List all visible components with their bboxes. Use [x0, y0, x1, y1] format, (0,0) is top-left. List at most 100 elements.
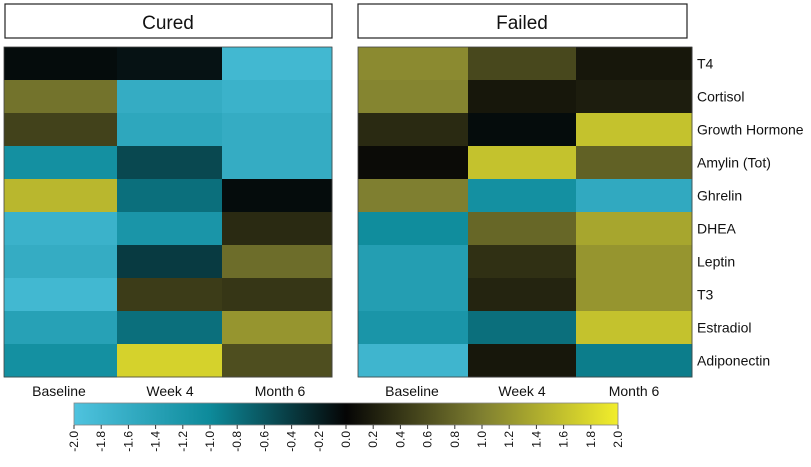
heatmap-cell	[358, 278, 469, 312]
heatmap-cell	[4, 146, 118, 180]
column-label: Week 4	[498, 383, 545, 399]
colorbar-ticks: -2.0 -1.8 -1.6 -1.4 -1.2 -1.0 -0.8 -0.6 -0.4 -0.2…	[67, 425, 625, 452]
colorbar-tick-label: 1.0	[475, 431, 489, 448]
heatmap-cell	[4, 245, 118, 279]
colorbar-tick-label: 2.0	[611, 431, 625, 448]
heatmap-cell	[358, 146, 469, 180]
heatmap-cell	[468, 311, 577, 345]
heatmap-cell	[358, 311, 469, 345]
colorbar	[73, 402, 619, 426]
heatmap-cell	[117, 344, 223, 378]
heatmap-cell	[468, 179, 577, 213]
colorbar-tick-label: 1.8	[584, 431, 598, 448]
heatmap-cell	[576, 47, 693, 81]
row-label: T4	[697, 56, 714, 72]
heatmap-cell	[358, 212, 469, 246]
heatmap-cell	[222, 113, 333, 147]
heatmap-cell	[576, 278, 693, 312]
heatmap-cell	[468, 80, 577, 114]
column-label: Month 6	[609, 383, 660, 399]
column-label: Baseline	[385, 383, 439, 399]
row-label: Growth Hormone	[697, 122, 804, 138]
heatmap-cell	[4, 179, 118, 213]
colorbar-tick-label: -1.2	[176, 431, 190, 452]
heatmap-cell	[358, 80, 469, 114]
column-label: Baseline	[32, 383, 86, 399]
panel-title-cured: Cured	[142, 13, 194, 34]
heatmap-cell	[117, 212, 223, 246]
row-label: T3	[697, 287, 714, 303]
heatmap-cell	[468, 47, 577, 81]
row-label: Amylin (Tot)	[697, 155, 771, 171]
colorbar-tick-label: 1.2	[502, 431, 516, 448]
heatmap-panel-cured	[3, 46, 333, 378]
heatmap-cell	[222, 80, 333, 114]
heatmap-cell	[222, 344, 333, 378]
colorbar-tick-label: -1.4	[149, 431, 163, 452]
colorbar-tick-label: 1.4	[529, 431, 543, 448]
row-label: DHEA	[697, 221, 737, 237]
colorbar-tick-label: 0.2	[366, 431, 380, 448]
heatmap-cell	[358, 344, 469, 378]
colorbar-tick-label: -2.0	[67, 431, 81, 452]
colorbar-tick-label: -1.6	[121, 431, 135, 452]
panel-title-box-cured	[4, 3, 333, 39]
colorbar-tick-label: -0.8	[230, 431, 244, 452]
heatmap-cell	[117, 113, 223, 147]
heatmap-cell	[576, 146, 693, 180]
heatmap-cell	[576, 245, 693, 279]
colorbar-tick-label: 0.6	[421, 431, 435, 448]
heatmap-cell	[576, 179, 693, 213]
heatmap-cell	[4, 311, 118, 345]
heatmap-cell	[4, 80, 118, 114]
colorbar-tick-label: -0.6	[257, 431, 271, 452]
column-label: Month 6	[255, 383, 306, 399]
heatmap-panel-border	[357, 46, 693, 378]
panel-title-box-failed	[357, 3, 688, 39]
heatmap-cell	[222, 146, 333, 180]
colorbar-tick-label: -1.0	[203, 431, 217, 452]
heatmap-cell	[117, 146, 223, 180]
row-label: Cortisol	[697, 89, 744, 105]
heatmap-cell	[4, 278, 118, 312]
heatmap-cell	[117, 179, 223, 213]
heatmap-cell	[222, 179, 333, 213]
column-label: Week 4	[146, 383, 193, 399]
colorbar-tick-label: 0.8	[448, 431, 462, 448]
heatmap-cell	[4, 212, 118, 246]
heatmap-cell	[358, 179, 469, 213]
heatmap-cell	[358, 113, 469, 147]
heatmap-cell	[468, 113, 577, 147]
row-label: Estradiol	[697, 320, 751, 336]
colorbar-tick-label: 1.6	[557, 431, 571, 448]
heatmap-cell	[468, 278, 577, 312]
heatmap-cell	[222, 47, 333, 81]
colorbar-tick-label: 0.4	[393, 431, 407, 448]
heatmap-cell	[468, 146, 577, 180]
heatmap-cell	[468, 212, 577, 246]
colorbar-tick-label: 0.0	[339, 431, 353, 448]
heatmap-panel-border	[3, 46, 333, 378]
row-label: Adiponectin	[697, 353, 770, 369]
heatmap-cell	[117, 311, 223, 345]
heatmap-cell	[4, 47, 118, 81]
heatmap-cell	[358, 245, 469, 279]
row-label: Leptin	[697, 254, 735, 270]
heatmap-cell	[576, 212, 693, 246]
heatmap-cell	[117, 278, 223, 312]
heatmap-cell	[468, 245, 577, 279]
heatmap-cell	[117, 245, 223, 279]
heatmap-cell	[576, 311, 693, 345]
panel-title-failed: Failed	[496, 13, 548, 34]
heatmap-cell	[468, 344, 577, 378]
heatmap-cell	[4, 344, 118, 378]
heatmap-cell	[222, 245, 333, 279]
heatmap-cell	[222, 278, 333, 312]
colorbar-tick-label: -0.2	[312, 431, 326, 452]
heatmap-cell	[222, 212, 333, 246]
row-label: Ghrelin	[697, 188, 742, 204]
colorbar-tick-label: -0.4	[285, 431, 299, 452]
heatmap-cell	[576, 80, 693, 114]
heatmap-panel-failed	[357, 46, 693, 378]
